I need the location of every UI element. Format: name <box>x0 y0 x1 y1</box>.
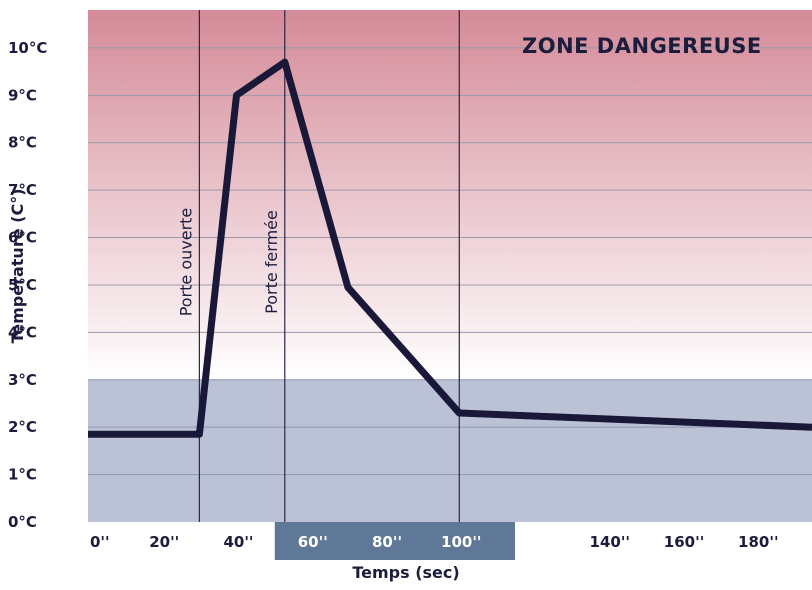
x-tick-label: 160'' <box>664 533 705 551</box>
x-axis-title: Temps (sec) <box>352 563 459 582</box>
annotation-label: Porte ouverte <box>176 208 195 317</box>
x-tick-label: 40'' <box>223 533 253 551</box>
x-tick-label: 180'' <box>738 533 779 551</box>
y-tick-label: 3°C <box>8 371 37 389</box>
x-tick-label: 140'' <box>590 533 631 551</box>
x-tick-label: 120'' <box>515 533 556 551</box>
y-tick-label: 0°C <box>8 513 37 531</box>
y-tick-label: 8°C <box>8 134 37 152</box>
y-tick-label: 10°C <box>8 39 47 57</box>
y-tick-label: 1°C <box>8 466 37 484</box>
x-tick-label: 20'' <box>149 533 179 551</box>
y-tick-label: 9°C <box>8 86 37 104</box>
y-axis-title: Température (C°) <box>8 188 27 343</box>
danger-zone-label: ZONE DANGEREUSE <box>522 34 762 58</box>
x-tick-label: 60'' <box>298 533 328 551</box>
danger-zone <box>88 10 812 380</box>
y-tick-label: 2°C <box>8 418 37 436</box>
x-tick-label: 0'' <box>90 533 110 551</box>
x-tick-label: 80'' <box>372 533 402 551</box>
x-tick-label: 100'' <box>441 533 482 551</box>
annotation-label: Porte fermée <box>262 210 281 314</box>
